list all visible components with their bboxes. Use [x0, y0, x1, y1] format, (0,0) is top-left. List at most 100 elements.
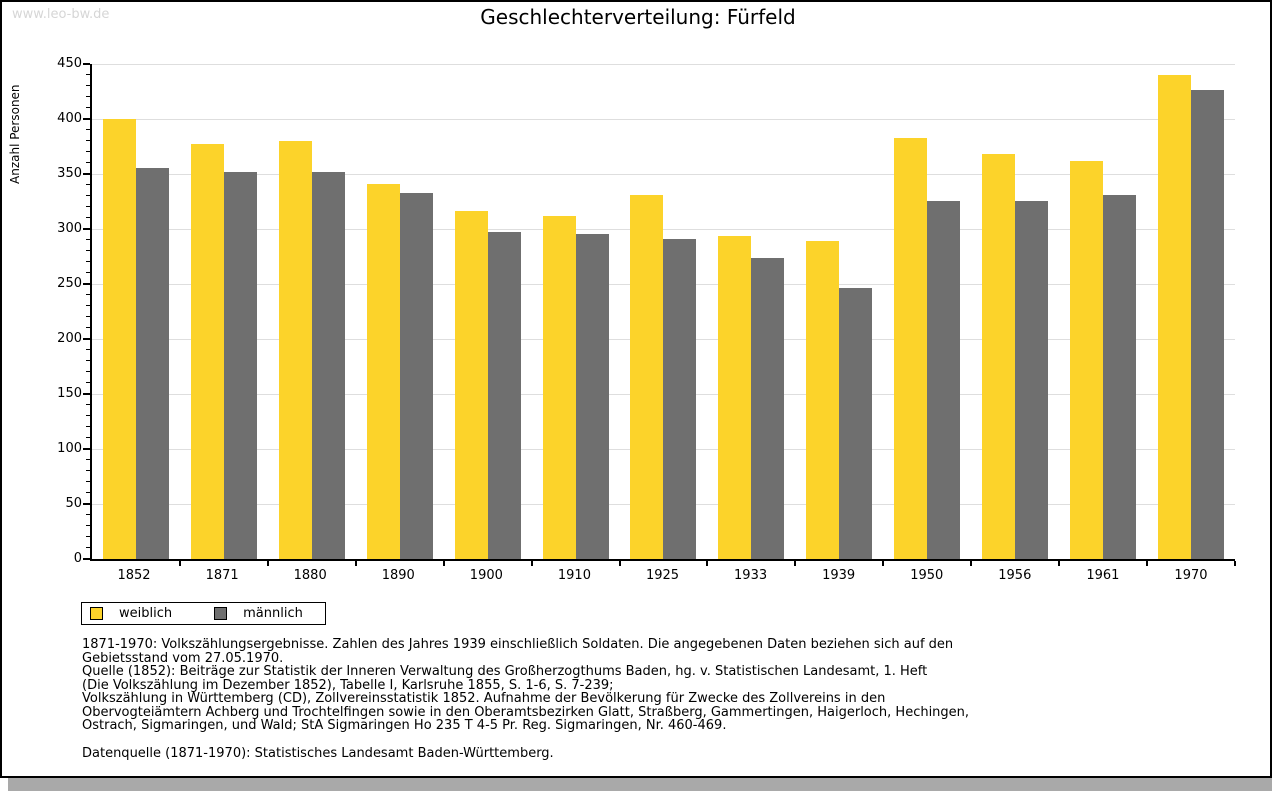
- bar-männlich-1880: [311, 172, 345, 559]
- bar-weiblich-1950: [894, 138, 928, 559]
- y-tick-label: 100: [57, 441, 82, 456]
- x-tick: [706, 561, 709, 566]
- y-tick-minor: [86, 371, 90, 372]
- y-tick-minor: [86, 514, 90, 515]
- footer-line: Volkszählung in Württemberg (CD), Zollve…: [82, 691, 886, 706]
- bar-männlich-1950: [927, 201, 961, 559]
- x-tick: [1146, 561, 1149, 566]
- bar-weiblich-1939: [806, 241, 840, 559]
- bar-männlich-1961: [1103, 195, 1137, 559]
- y-tick-minor: [86, 316, 90, 317]
- x-label-1961: 1961: [1086, 568, 1120, 583]
- bar-weiblich-1880: [278, 141, 312, 559]
- y-tick-minor: [86, 129, 90, 130]
- y-tick-label: 50: [65, 496, 82, 511]
- bar-weiblich-1871: [190, 144, 224, 559]
- y-tick-minor: [86, 382, 90, 383]
- y-tick-minor: [86, 459, 90, 460]
- bar-weiblich-1900: [454, 211, 488, 559]
- y-tick-label: 400: [57, 111, 82, 126]
- x-tick: [970, 561, 973, 566]
- chart-window: www.leo-bw.de Geschlechterverteilung: Fü…: [0, 0, 1272, 778]
- gridline: [92, 119, 1235, 120]
- y-tick-minor: [86, 525, 90, 526]
- y-tick-minor: [86, 96, 90, 97]
- y-tick-major: [83, 283, 90, 285]
- y-tick-minor: [86, 360, 90, 361]
- y-tick-minor: [86, 74, 90, 75]
- x-tick: [354, 561, 357, 566]
- bar-group-1900: [444, 64, 532, 559]
- y-tick-minor: [86, 261, 90, 262]
- x-label-1970: 1970: [1174, 568, 1208, 583]
- y-tick-minor: [86, 140, 90, 141]
- x-label-1880: 1880: [293, 568, 327, 583]
- bar-group-1961: [1059, 64, 1147, 559]
- y-tick-major: [83, 173, 90, 175]
- x-label-1910: 1910: [557, 568, 591, 583]
- y-tick-minor: [86, 305, 90, 306]
- bar-group-1956: [971, 64, 1059, 559]
- x-tick: [178, 561, 181, 566]
- x-tick: [618, 561, 621, 566]
- y-tick-minor: [86, 481, 90, 482]
- legend-item-maennlich: männlich: [214, 606, 303, 621]
- x-tick: [882, 561, 885, 566]
- bar-weiblich-1890: [366, 184, 400, 559]
- footer-line: Obervogteiämtern Achberg und Trochtelfin…: [82, 704, 970, 720]
- y-tick-major: [83, 393, 90, 395]
- footer-line: Quelle (1852): Beiträge zur Statistik de…: [82, 664, 928, 679]
- y-tick-major: [83, 228, 90, 230]
- y-tick-minor: [86, 294, 90, 295]
- x-label-1933: 1933: [734, 568, 768, 583]
- y-tick-major: [83, 338, 90, 340]
- bar-group-1880: [268, 64, 356, 559]
- y-tick-label: 450: [57, 56, 82, 71]
- y-tick-minor: [86, 492, 90, 493]
- x-tick: [1058, 561, 1061, 566]
- x-label-1900: 1900: [469, 568, 503, 583]
- x-label-1925: 1925: [645, 568, 680, 583]
- legend-label-weiblich: weiblich: [119, 606, 173, 621]
- footer-line: Gebietsstand vom 27.05.1970.: [82, 650, 284, 666]
- y-tick-minor: [86, 85, 90, 86]
- bar-groups: [92, 64, 1235, 559]
- bar-männlich-1910: [575, 234, 609, 559]
- bar-männlich-1925: [663, 239, 697, 559]
- y-tick-minor: [86, 437, 90, 438]
- gridline: [92, 229, 1235, 230]
- legend-swatch-maennlich: [214, 607, 228, 620]
- y-tick-minor: [86, 470, 90, 471]
- y-tick-minor: [86, 206, 90, 207]
- y-tick-minor: [86, 184, 90, 185]
- x-tick: [1234, 561, 1236, 566]
- bar-weiblich-1933: [718, 236, 752, 559]
- y-tick-label: 200: [57, 331, 82, 346]
- bar-group-1852: [92, 64, 180, 559]
- y-tick-major: [83, 118, 90, 120]
- y-tick-minor: [86, 217, 90, 218]
- bar-group-1950: [883, 64, 971, 559]
- y-tick-major: [83, 448, 90, 450]
- bar-weiblich-1961: [1070, 161, 1104, 559]
- x-axis-labels: 1852 1871 1880 1890 1900 1910 1925 1933 1939 1950…: [90, 568, 1235, 583]
- y-tick-minor: [86, 272, 90, 273]
- x-label-1956: 1956: [998, 568, 1032, 583]
- x-label-1939: 1939: [822, 568, 856, 583]
- bar-männlich-1852: [135, 168, 169, 559]
- gridline: [92, 174, 1235, 175]
- x-label-1950: 1950: [910, 568, 944, 583]
- bar-group-1890: [356, 64, 444, 559]
- footer-line: Ostrach, Sigmaringen, und Wald; StA Sigm…: [82, 718, 727, 733]
- x-label-1852: 1852: [117, 568, 151, 583]
- y-tick-label: 300: [57, 221, 82, 236]
- y-tick-major: [83, 63, 90, 65]
- bar-group-1925: [620, 64, 708, 559]
- y-tick-label: 0: [73, 551, 82, 566]
- y-tick-minor: [86, 327, 90, 328]
- y-tick-label: 250: [57, 276, 82, 291]
- bar-männlich-1890: [399, 193, 433, 559]
- watermark: www.leo-bw.de: [12, 7, 110, 22]
- bar-weiblich-1852: [102, 119, 136, 559]
- footer-notes: 1871-1970: Volkszählungsergebnisse. Zahl…: [82, 638, 969, 760]
